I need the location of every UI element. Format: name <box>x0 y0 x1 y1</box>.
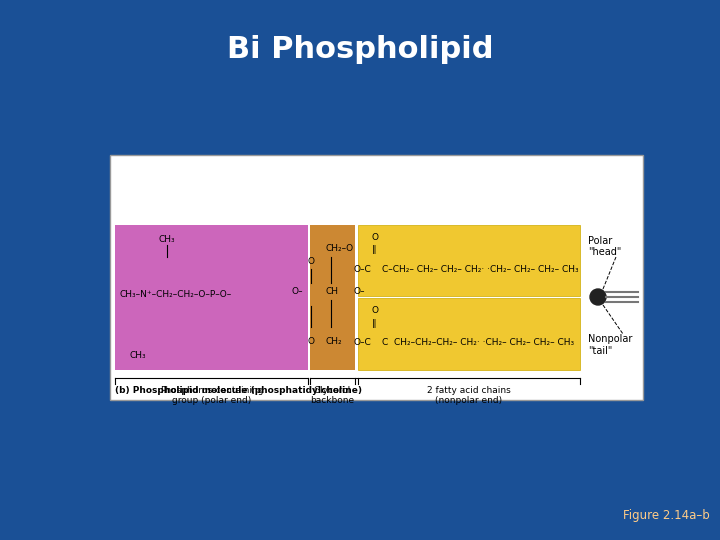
Bar <box>358 225 580 296</box>
Text: C  CH₂–CH₂–CH₂– CH₂· ·CH₂– CH₂– CH₂– CH₃: C CH₂–CH₂–CH₂– CH₂· ·CH₂– CH₂– CH₂– CH₃ <box>382 338 574 347</box>
Text: Glycerol
backbone: Glycerol backbone <box>310 386 354 406</box>
Text: Figure 2.14a–b: Figure 2.14a–b <box>624 509 710 522</box>
Bar <box>310 225 355 370</box>
Text: O: O <box>372 233 379 242</box>
Text: O–C: O–C <box>353 338 371 347</box>
Text: Polar
"head": Polar "head" <box>588 235 621 257</box>
Text: CH₂–O: CH₂–O <box>325 244 354 253</box>
Text: CH₃: CH₃ <box>130 352 147 361</box>
Text: 2 fatty acid chains
(nonpolar end): 2 fatty acid chains (nonpolar end) <box>427 386 511 406</box>
Text: O: O <box>307 336 315 346</box>
Text: CH: CH <box>325 287 338 296</box>
Text: CH₃: CH₃ <box>158 234 175 244</box>
Text: C–CH₂– CH₂– CH₂– CH₂· ·CH₂– CH₂– CH₂– CH₃: C–CH₂– CH₂– CH₂– CH₂· ·CH₂– CH₂– CH₂– CH… <box>382 265 579 274</box>
Bar <box>115 225 308 370</box>
Text: O–C: O–C <box>353 265 371 274</box>
Text: (b) Phospholipid molecule (phosphatidylcholine): (b) Phospholipid molecule (phosphatidylc… <box>115 386 362 395</box>
Text: CH₂: CH₂ <box>325 336 343 346</box>
Text: O: O <box>372 307 379 315</box>
Circle shape <box>590 289 606 305</box>
Text: O: O <box>307 256 315 266</box>
Text: O–: O– <box>354 287 365 296</box>
Text: CH₃–N⁺–CH₂–CH₂–O–P–O–: CH₃–N⁺–CH₂–CH₂–O–P–O– <box>120 290 233 299</box>
Bar <box>358 298 580 370</box>
Bar <box>110 155 643 400</box>
Text: O–: O– <box>292 287 304 296</box>
Text: ‖: ‖ <box>372 245 377 254</box>
Text: Nonpolar
"tail": Nonpolar "tail" <box>588 334 632 356</box>
Text: Phosphorus-containing
group (polar end): Phosphorus-containing group (polar end) <box>160 386 264 406</box>
Text: ‖: ‖ <box>372 319 377 328</box>
Text: Bi Phospholipid: Bi Phospholipid <box>227 36 493 64</box>
